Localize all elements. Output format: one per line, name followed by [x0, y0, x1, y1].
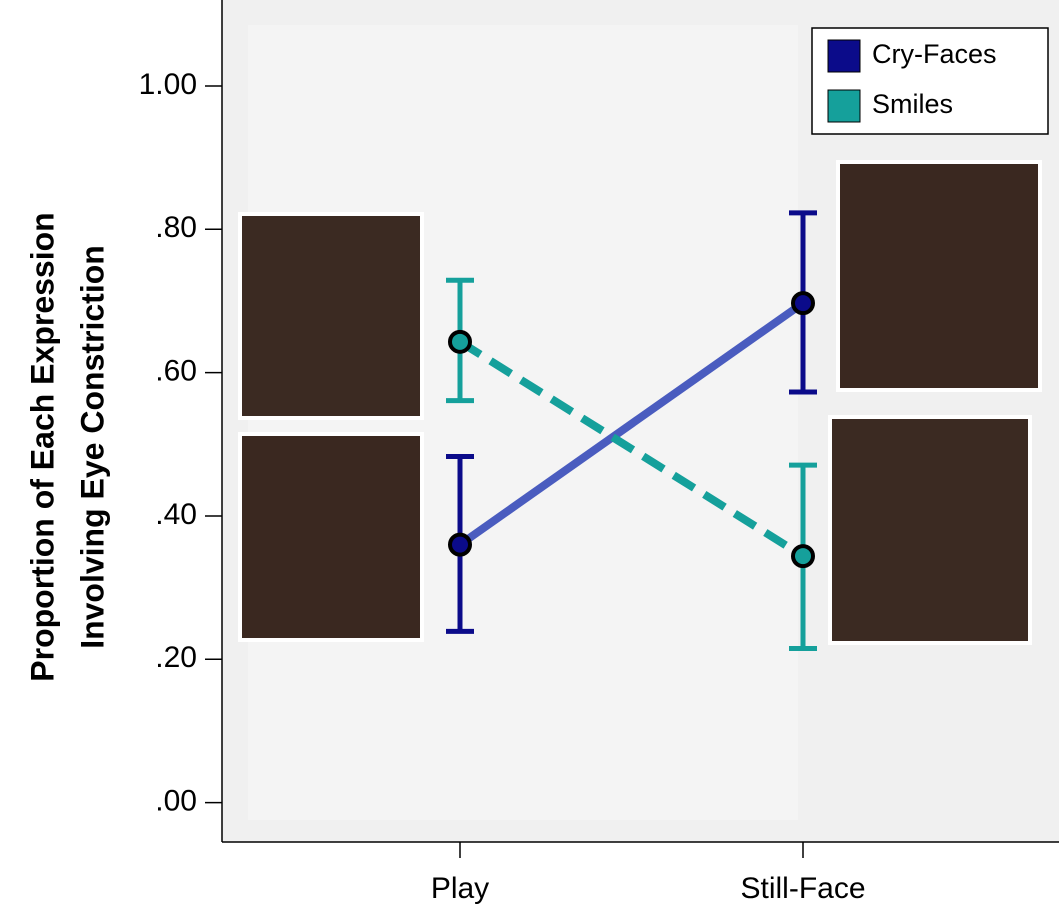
photo-still-smile — [832, 419, 1028, 641]
y-tick-label: 1.00 — [139, 68, 197, 101]
y-axis-label: Proportion of Each Expression — [24, 212, 60, 681]
point — [793, 546, 813, 566]
x-tick-label: Play — [431, 872, 489, 905]
y-tick-label: .40 — [155, 498, 197, 531]
point — [450, 535, 470, 555]
legend-swatch — [828, 40, 860, 72]
photo-play-smile — [242, 216, 420, 416]
y-tick-label: .60 — [155, 355, 197, 388]
y-tick-label: .20 — [155, 641, 197, 674]
y-tick-label: .00 — [155, 785, 197, 818]
y-tick-label: .80 — [155, 211, 197, 244]
y-axis-label: Involving Eye Constriction — [74, 245, 110, 649]
photo-play-cry — [242, 436, 420, 638]
point — [450, 332, 470, 352]
legend-swatch — [828, 90, 860, 122]
chart: Proportion of Each Expression Involving … — [0, 0, 1059, 914]
photo-still-cry — [840, 164, 1038, 388]
legend-label: Smiles — [872, 89, 953, 119]
x-tick-label: Still-Face — [740, 872, 865, 905]
plot-inner — [248, 25, 798, 820]
legend-label: Cry-Faces — [872, 39, 997, 69]
point — [793, 293, 813, 313]
